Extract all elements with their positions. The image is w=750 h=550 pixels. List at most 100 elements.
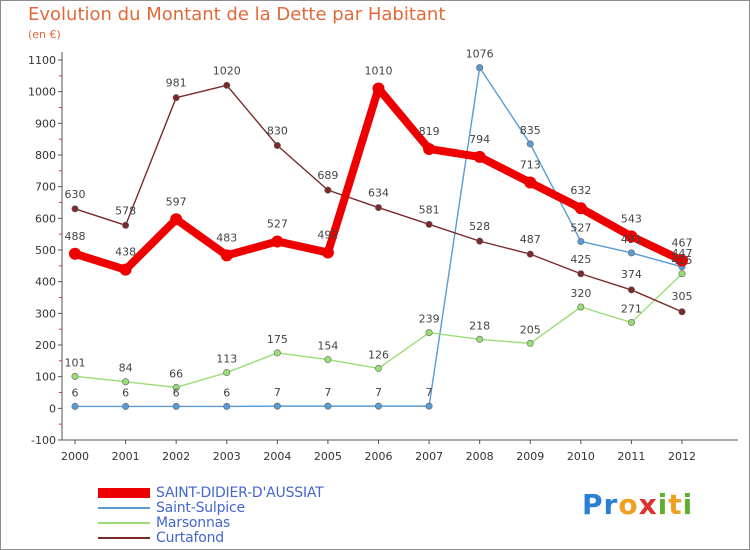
data-point <box>223 402 231 410</box>
legend-item: SAINT-DIDIER-D'AUSSIAT <box>98 485 324 501</box>
data-label: 7 <box>426 386 433 399</box>
data-label: 487 <box>520 233 541 246</box>
data-point <box>273 402 281 410</box>
data-label: 488 <box>65 230 86 243</box>
data-point <box>676 254 688 267</box>
legend-swatch-curtafond <box>98 537 150 539</box>
y-tick-label: 700 <box>35 181 56 194</box>
data-point <box>374 204 382 212</box>
data-point <box>526 140 534 148</box>
data-point <box>271 235 284 248</box>
y-tick-label: 600 <box>35 212 56 225</box>
data-label: 632 <box>570 184 591 197</box>
data-point <box>273 142 281 150</box>
data-point <box>172 383 180 391</box>
logo-letter: r <box>603 488 619 521</box>
x-tick-label: 2000 <box>61 450 89 463</box>
data-label: 491 <box>621 233 642 246</box>
legend-item: Saint-Sulpice <box>98 500 245 516</box>
data-point <box>374 364 382 372</box>
data-point <box>172 94 180 102</box>
data-point <box>627 319 635 327</box>
y-tick-label: 300 <box>35 307 56 320</box>
data-label: 981 <box>166 77 187 90</box>
legend-label-saint-sulpice: Saint-Sulpice <box>156 500 245 516</box>
data-point <box>220 249 233 262</box>
data-label: 713 <box>520 159 541 172</box>
data-label: 447 <box>672 247 693 260</box>
data-point <box>526 339 534 347</box>
data-point <box>321 246 334 259</box>
logo-letter: x <box>638 488 658 521</box>
data-label: 794 <box>469 133 490 146</box>
data-label: 689 <box>317 169 338 182</box>
legend-label-marsonnas: Marsonnas <box>156 515 231 531</box>
data-label: 218 <box>469 319 490 332</box>
data-label: 543 <box>621 212 642 225</box>
data-label: 425 <box>672 254 693 267</box>
data-point <box>625 230 638 243</box>
data-point <box>526 250 534 258</box>
data-point <box>372 82 385 95</box>
data-point <box>627 286 635 294</box>
data-point <box>119 263 132 276</box>
legend-swatch-saint-sulpice <box>98 507 150 509</box>
legend-swatch-marsonnas <box>98 522 150 524</box>
y-tick-label: 1000 <box>28 86 56 99</box>
data-point <box>425 220 433 228</box>
x-tick-label: 2008 <box>466 450 494 463</box>
logo-letter: P <box>582 488 604 521</box>
data-point <box>577 303 585 311</box>
data-point <box>627 249 635 257</box>
data-label: 175 <box>267 333 288 346</box>
data-point <box>324 186 332 194</box>
data-point <box>425 402 433 410</box>
data-label: 819 <box>419 125 440 138</box>
data-label: 483 <box>216 231 237 244</box>
data-point <box>577 237 585 245</box>
data-point <box>273 349 281 357</box>
data-label: 835 <box>520 124 541 137</box>
chart-title: Evolution du Montant de la Dette par Hab… <box>28 4 446 25</box>
data-point <box>71 372 79 380</box>
data-label: 239 <box>419 313 440 326</box>
data-label: 597 <box>166 195 187 208</box>
data-point <box>170 213 183 226</box>
y-tick-label: 200 <box>35 339 56 352</box>
data-label: 830 <box>267 125 288 138</box>
data-point <box>71 205 79 213</box>
logo-letter: t <box>668 488 683 521</box>
data-point <box>374 402 382 410</box>
data-label: 113 <box>216 353 237 366</box>
y-tick-label: 800 <box>35 149 56 162</box>
data-label: 205 <box>520 323 541 336</box>
data-label: 1020 <box>213 64 241 77</box>
data-label: 7 <box>375 386 382 399</box>
x-tick-label: 2003 <box>213 450 241 463</box>
data-point <box>425 329 433 337</box>
data-label: 634 <box>368 187 389 200</box>
data-label: 6 <box>122 386 129 399</box>
data-point <box>473 150 486 163</box>
data-label: 154 <box>317 340 338 353</box>
data-point <box>574 202 587 215</box>
legend-item: Curtafond <box>98 530 224 546</box>
y-tick-label: 900 <box>35 117 56 130</box>
y-tick-label: 400 <box>35 276 56 289</box>
data-label: 527 <box>570 221 591 234</box>
data-point <box>71 402 79 410</box>
y-tick-label: 100 <box>35 371 56 384</box>
x-tick-label: 2007 <box>415 450 443 463</box>
y-tick-label: 500 <box>35 244 56 257</box>
data-point <box>172 402 180 410</box>
y-tick-label: 1100 <box>28 54 56 67</box>
logo-letter: i <box>657 488 669 521</box>
legend-label-saint-didier: SAINT-DIDIER-D'AUSSIAT <box>156 485 324 501</box>
data-label: 374 <box>621 268 642 281</box>
y-tick-label: 0 <box>49 402 56 415</box>
data-point <box>223 369 231 377</box>
data-label: 305 <box>672 290 693 303</box>
data-label: 271 <box>621 303 642 316</box>
data-label: 527 <box>267 217 288 230</box>
proxiti-logo: Proxiti <box>582 488 693 521</box>
